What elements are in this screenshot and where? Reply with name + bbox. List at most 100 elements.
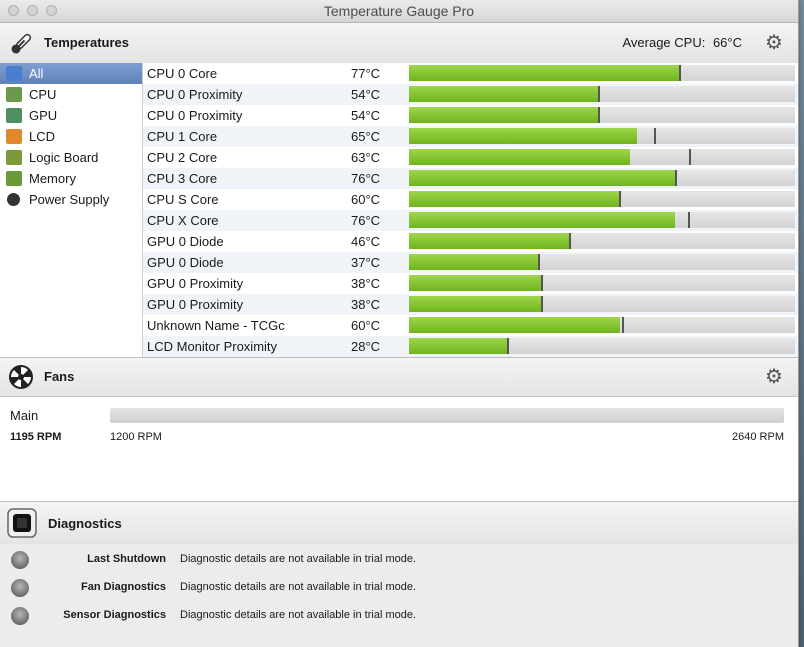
sensor-temperature-bar bbox=[409, 233, 795, 249]
sensor-temperature-bar bbox=[409, 212, 795, 228]
sensor-max-marker bbox=[689, 149, 691, 165]
sensor-name: CPU 2 Core bbox=[147, 150, 218, 165]
sensor-row[interactable]: CPU 0 Proximity 54°C bbox=[143, 105, 798, 126]
sensor-bar-fill bbox=[409, 170, 677, 186]
diagnostic-row: Fan Diagnostics Diagnostic details are no… bbox=[0, 576, 798, 600]
temperatures-header: Temperatures Average CPU: 66°C ⚙ bbox=[0, 23, 798, 64]
sensor-row[interactable]: CPU S Core 60°C bbox=[143, 189, 798, 210]
sensor-bar-fill bbox=[409, 191, 620, 207]
sensor-temperature-bar bbox=[409, 86, 795, 102]
sensor-max-marker bbox=[653, 128, 656, 144]
sensor-row[interactable]: CPU 1 Core 65°C bbox=[143, 126, 798, 147]
sensor-row[interactable]: GPU 0 Proximity 38°C bbox=[143, 294, 798, 315]
zoom-button[interactable] bbox=[46, 5, 57, 16]
sensor-table: CPU 0 Core 77°C CPU 0 Proximity 54°C CPU 0 P… bbox=[143, 63, 798, 357]
sensor-row[interactable]: LCD Monitor Proximity 28°C bbox=[143, 336, 798, 357]
display-icon bbox=[6, 66, 22, 81]
temperatures-title: Temperatures bbox=[44, 35, 130, 50]
temperatures-settings-gear-icon[interactable]: ⚙ bbox=[765, 32, 783, 54]
sensor-value: 46°C bbox=[351, 234, 381, 249]
minimize-button[interactable] bbox=[27, 5, 38, 16]
sidebar-item-cpu[interactable]: CPU bbox=[0, 84, 142, 105]
sensor-bar-fill bbox=[409, 107, 599, 123]
sidebar-item-label: Memory bbox=[29, 171, 76, 186]
sensor-temperature-bar bbox=[409, 107, 795, 123]
diagnostics-header: Diagnostics bbox=[0, 502, 798, 544]
sensor-max-marker bbox=[541, 296, 544, 312]
sensor-temperature-bar bbox=[409, 149, 795, 165]
sensor-row[interactable]: CPU 3 Core 76°C bbox=[143, 168, 798, 189]
sidebar-item-label: LCD bbox=[29, 129, 56, 144]
sensor-value: 76°C bbox=[351, 171, 381, 186]
sensor-bar-fill bbox=[409, 128, 638, 144]
title-bar[interactable]: Temperature Gauge Pro bbox=[0, 0, 798, 23]
sensor-row[interactable]: CPU 2 Core 63°C bbox=[143, 147, 798, 168]
sensor-row[interactable]: CPU 0 Proximity 54°C bbox=[143, 84, 798, 105]
sensor-bar-fill bbox=[409, 149, 631, 165]
status-indicator-icon bbox=[11, 551, 29, 569]
sensor-max-marker bbox=[597, 86, 600, 102]
memory-icon bbox=[6, 171, 22, 186]
sensor-temperature-bar bbox=[409, 65, 795, 81]
sensor-name: CPU 1 Core bbox=[147, 129, 218, 144]
sensor-row[interactable]: Unknown Name - TCGc 60°C bbox=[143, 315, 798, 336]
sensor-temperature-bar bbox=[409, 338, 795, 354]
sensor-row[interactable]: GPU 0 Diode 37°C bbox=[143, 252, 798, 273]
sidebar-item-label: Power Supply bbox=[29, 192, 110, 207]
sensor-category-sidebar: All CPU GPU LCD Logic Board Memory Power Suppl… bbox=[0, 63, 143, 357]
sensor-name: CPU X Core bbox=[147, 213, 219, 228]
fan-min-rpm: 1200 RPM bbox=[110, 431, 162, 443]
fan-speed-bar bbox=[110, 408, 784, 423]
sidebar-item-power-supply[interactable]: Power Supply bbox=[0, 189, 142, 210]
sensor-bar-fill bbox=[409, 296, 543, 312]
sensor-name: GPU 0 Proximity bbox=[147, 297, 244, 312]
sensor-temperature-bar bbox=[409, 254, 795, 270]
sensor-max-marker bbox=[538, 254, 541, 270]
sensor-max-marker bbox=[597, 107, 600, 123]
thermometer-icon bbox=[11, 33, 32, 54]
sensor-bar-fill bbox=[409, 86, 599, 102]
diagnostic-message: Diagnostic details are not available in … bbox=[180, 553, 417, 565]
fan-max-rpm: 2640 RPM bbox=[732, 431, 784, 443]
fans-settings-gear-icon[interactable]: ⚙ bbox=[765, 366, 783, 388]
sensor-row[interactable]: GPU 0 Proximity 38°C bbox=[143, 273, 798, 294]
sensor-name: GPU 0 Diode bbox=[147, 255, 224, 270]
window-title: Temperature Gauge Pro bbox=[323, 3, 475, 19]
sidebar-item-label: CPU bbox=[29, 87, 57, 102]
sidebar-item-label: Logic Board bbox=[29, 150, 99, 165]
sensor-bar-fill bbox=[409, 212, 675, 228]
sensor-bar-fill bbox=[409, 233, 570, 249]
logic-board-icon bbox=[6, 150, 22, 165]
sensor-max-marker bbox=[687, 212, 690, 228]
sensor-bar-fill bbox=[409, 275, 543, 291]
sensor-row[interactable]: GPU 0 Diode 46°C bbox=[143, 231, 798, 252]
diagnostic-row: Sensor Diagnostics Diagnostic details are… bbox=[0, 604, 798, 628]
sensor-temperature-bar bbox=[409, 296, 795, 312]
sensor-value: 60°C bbox=[351, 192, 381, 207]
window-controls bbox=[8, 5, 57, 16]
diagnostic-row: Last Shutdown Diagnostic details are not … bbox=[0, 548, 798, 572]
fans-header: Fans ⚙ bbox=[0, 358, 798, 397]
diagnostic-name: Fan Diagnostics bbox=[81, 581, 166, 593]
fans-panel: Main 1195 RPM 1200 RPM 2640 RPM bbox=[0, 397, 798, 502]
sensor-name: CPU S Core bbox=[147, 192, 219, 207]
sidebar-item-all[interactable]: All bbox=[0, 63, 142, 84]
sensor-row[interactable]: CPU X Core 76°C bbox=[143, 210, 798, 231]
sensor-bar-fill bbox=[409, 317, 621, 333]
sensor-name: GPU 0 Diode bbox=[147, 234, 224, 249]
sidebar-item-label: GPU bbox=[29, 108, 58, 123]
sensor-name: LCD Monitor Proximity bbox=[147, 339, 278, 354]
cpu-chip-icon bbox=[6, 87, 22, 102]
average-cpu-label: Average CPU: bbox=[622, 35, 706, 50]
sensor-name: GPU 0 Proximity bbox=[147, 276, 244, 291]
close-button[interactable] bbox=[8, 5, 19, 16]
status-indicator-icon bbox=[11, 607, 29, 625]
gpu-chip-icon bbox=[6, 108, 22, 123]
sidebar-item-memory[interactable]: Memory bbox=[0, 168, 142, 189]
sensor-row[interactable]: CPU 0 Core 77°C bbox=[143, 63, 798, 84]
sidebar-item-gpu[interactable]: GPU bbox=[0, 105, 142, 126]
sensor-value: 37°C bbox=[351, 255, 381, 270]
sidebar-item-lcd[interactable]: LCD bbox=[0, 126, 142, 147]
sensor-bar-fill bbox=[409, 254, 540, 270]
sidebar-item-logic-board[interactable]: Logic Board bbox=[0, 147, 142, 168]
